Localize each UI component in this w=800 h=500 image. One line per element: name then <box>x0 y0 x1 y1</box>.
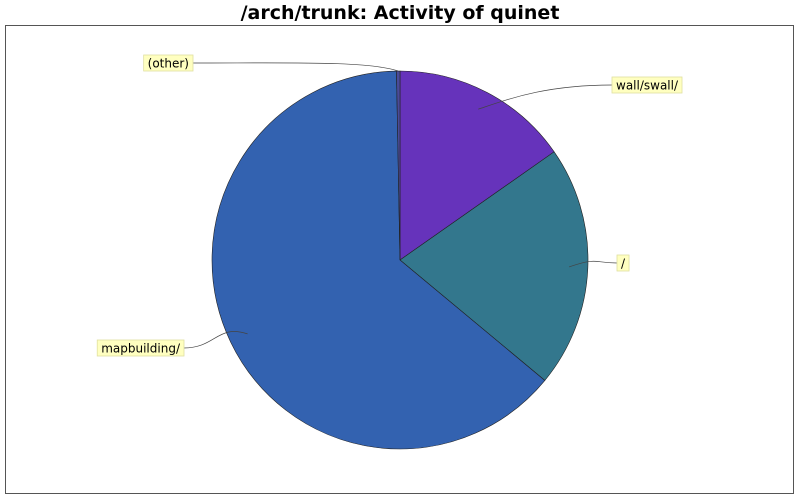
plot-area <box>5 25 794 494</box>
leader-line-2 <box>183 331 248 349</box>
slice-label-3: (other) <box>143 54 194 72</box>
slice-label-text-2: mapbuilding/ <box>101 342 181 356</box>
slice-label-text-3: (other) <box>148 57 189 71</box>
pie-slice-1 <box>399 151 589 381</box>
slice-label-0: wall/swall/ <box>611 76 683 94</box>
pie-slice-0 <box>399 70 555 261</box>
slice-label-1: / <box>616 254 630 272</box>
leader-line-3 <box>192 62 399 72</box>
pie-slice-2 <box>211 70 546 450</box>
slice-label-text-1: / <box>621 257 626 271</box>
slice-label-2: mapbuilding/ <box>96 339 185 357</box>
leader-line-1 <box>568 260 618 268</box>
leader-line-0 <box>478 84 613 110</box>
chart-title: /arch/trunk: Activity of quinet <box>240 2 560 24</box>
slice-label-text-0: wall/swall/ <box>616 79 679 93</box>
